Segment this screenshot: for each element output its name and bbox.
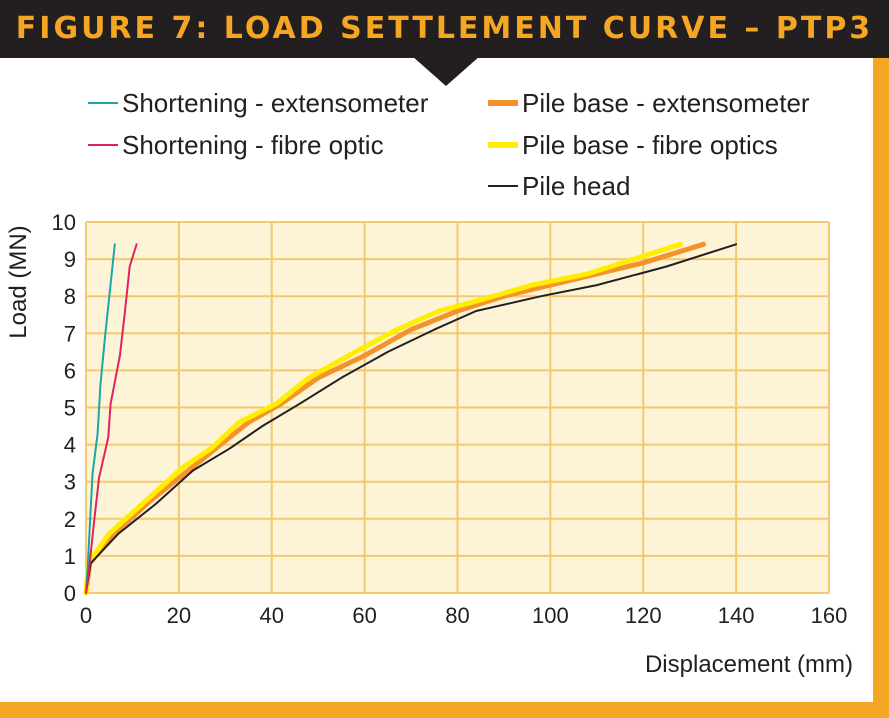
legend-label: Pile head	[522, 171, 630, 201]
y-tick-label: 1	[64, 544, 76, 569]
y-tick-label: 3	[64, 470, 76, 495]
x-tick-label: 20	[167, 603, 191, 628]
legend-label: Pile base - fibre optics	[522, 130, 778, 160]
y-tick-label: 4	[64, 433, 76, 458]
y-tick-label: 5	[64, 396, 76, 421]
legend: Shortening - extensometer Pile base - ext…	[88, 88, 810, 201]
x-tick-label: 40	[260, 603, 284, 628]
series-lines	[83, 241, 738, 596]
y-tick-label: 10	[52, 210, 76, 235]
figure-title: FIGURE 7: LOAD SETTLEMENT CURVE – PTP3	[15, 11, 874, 46]
x-tick-label: 160	[811, 603, 848, 628]
y-tick-label: 8	[64, 284, 76, 309]
x-axis-title: Displacement (mm)	[645, 651, 853, 678]
y-tick-label: 9	[64, 247, 76, 272]
series-line-shortening-fibre-optic	[85, 243, 138, 594]
title-pointer	[412, 56, 480, 86]
y-tick-label: 7	[64, 321, 76, 346]
axis-ticks: 0 20 40 60 80 100 120 140 160 0 1 2 3 4 5 6 7 8 9 10	[52, 210, 848, 628]
x-tick-label: 60	[352, 603, 376, 628]
y-tick-label: 2	[64, 507, 76, 532]
series-line-pile-head	[85, 243, 738, 594]
series-line-shortening-extensometer	[85, 243, 116, 594]
legend-label: Pile base - extensometer	[522, 88, 810, 118]
x-tick-label: 80	[445, 603, 469, 628]
x-tick-label: 0	[80, 603, 92, 628]
legend-label: Shortening - extensometer	[122, 88, 429, 118]
x-tick-label: 140	[718, 603, 755, 628]
y-axis-title: Load (MN)	[5, 225, 32, 338]
y-tick-label: 0	[64, 581, 76, 606]
series-line-pile-base-extensometer	[83, 241, 707, 596]
title-bar: FIGURE 7: LOAD SETTLEMENT CURVE – PTP3	[0, 0, 889, 58]
x-tick-label: 120	[625, 603, 662, 628]
x-tick-label: 100	[532, 603, 569, 628]
series-line-pile-base-fibre-optics	[83, 241, 683, 596]
y-tick-label: 6	[64, 358, 76, 383]
legend-label: Shortening - fibre optic	[122, 130, 384, 160]
